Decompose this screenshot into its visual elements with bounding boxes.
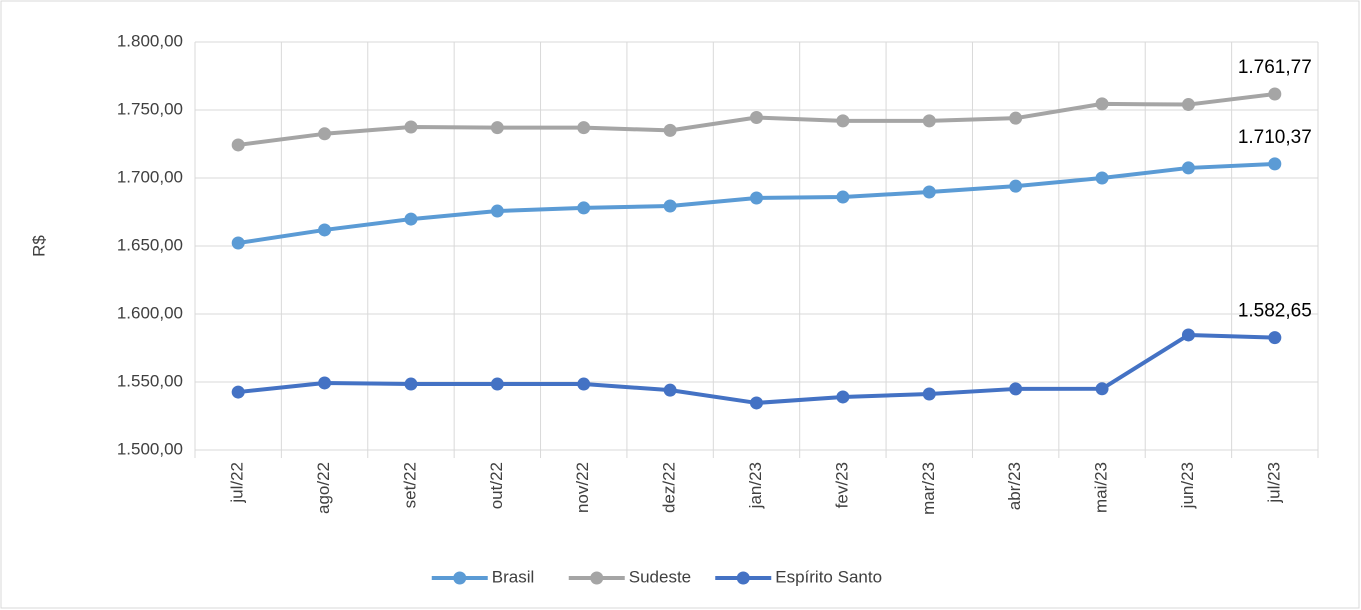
y-axis-label: R$ — [29, 235, 48, 257]
legend-label: Espírito Santo — [775, 567, 882, 586]
point — [231, 236, 245, 250]
point — [663, 123, 677, 137]
point — [577, 121, 591, 135]
point — [231, 138, 245, 152]
legend-marker — [590, 571, 604, 585]
point — [1268, 157, 1282, 171]
point — [663, 383, 677, 397]
point — [404, 212, 418, 226]
point — [836, 190, 850, 204]
x-tick-label: set/22 — [400, 462, 419, 508]
x-tick-label: fev/23 — [832, 462, 851, 508]
x-tick-label: jun/23 — [1178, 462, 1197, 509]
point — [750, 110, 763, 124]
y-tick-label: 1.750,00 — [117, 99, 183, 118]
x-tick-label: nov/22 — [573, 462, 592, 513]
x-tick-label: dez/22 — [660, 462, 679, 513]
point — [318, 223, 332, 237]
point — [836, 114, 850, 128]
point — [1181, 161, 1195, 175]
y-tick-label: 1.700,00 — [117, 167, 183, 186]
point — [836, 390, 850, 404]
data-label: 1.582,65 — [1238, 301, 1312, 322]
point — [1095, 97, 1109, 111]
point — [577, 201, 591, 215]
point — [1009, 382, 1023, 396]
y-tick-label: 1.650,00 — [117, 235, 183, 254]
point — [231, 385, 245, 399]
y-tick-label: 1.550,00 — [117, 371, 183, 390]
point — [750, 396, 763, 410]
point — [663, 199, 677, 213]
legend-label: Brasil — [492, 567, 535, 586]
y-tick-label: 1.600,00 — [117, 303, 183, 322]
data-label: 1.761,77 — [1238, 57, 1312, 78]
x-tick-label: out/22 — [487, 462, 506, 509]
point — [1009, 111, 1023, 125]
y-tick-label: 1.500,00 — [117, 439, 183, 458]
point — [490, 377, 504, 391]
point — [1268, 331, 1282, 345]
point — [318, 127, 332, 141]
x-tick-label: mai/23 — [1092, 462, 1111, 513]
point — [1181, 328, 1195, 342]
x-tick-label: jul/23 — [1264, 462, 1283, 504]
point — [577, 377, 591, 391]
point — [750, 191, 763, 205]
point — [490, 121, 504, 135]
point — [1095, 382, 1109, 396]
point — [318, 376, 332, 390]
data-label: 1.710,37 — [1238, 127, 1312, 148]
legend-marker — [453, 571, 467, 585]
x-tick-label: jan/23 — [746, 462, 765, 509]
x-tick-label: abr/23 — [1005, 462, 1024, 510]
point — [1268, 87, 1282, 101]
point — [404, 120, 418, 134]
point — [922, 387, 936, 401]
point — [922, 114, 936, 128]
point — [1181, 98, 1195, 112]
legend-marker — [736, 571, 750, 585]
point — [404, 377, 418, 391]
y-tick-label: 1.800,00 — [117, 31, 183, 50]
point — [1095, 171, 1109, 185]
x-tick-label: ago/22 — [314, 462, 333, 514]
point — [922, 185, 936, 199]
legend-label: Sudeste — [629, 567, 691, 586]
point — [490, 204, 504, 218]
point — [1009, 179, 1023, 193]
x-tick-label: jul/22 — [228, 462, 247, 504]
x-tick-label: mar/23 — [919, 462, 938, 515]
